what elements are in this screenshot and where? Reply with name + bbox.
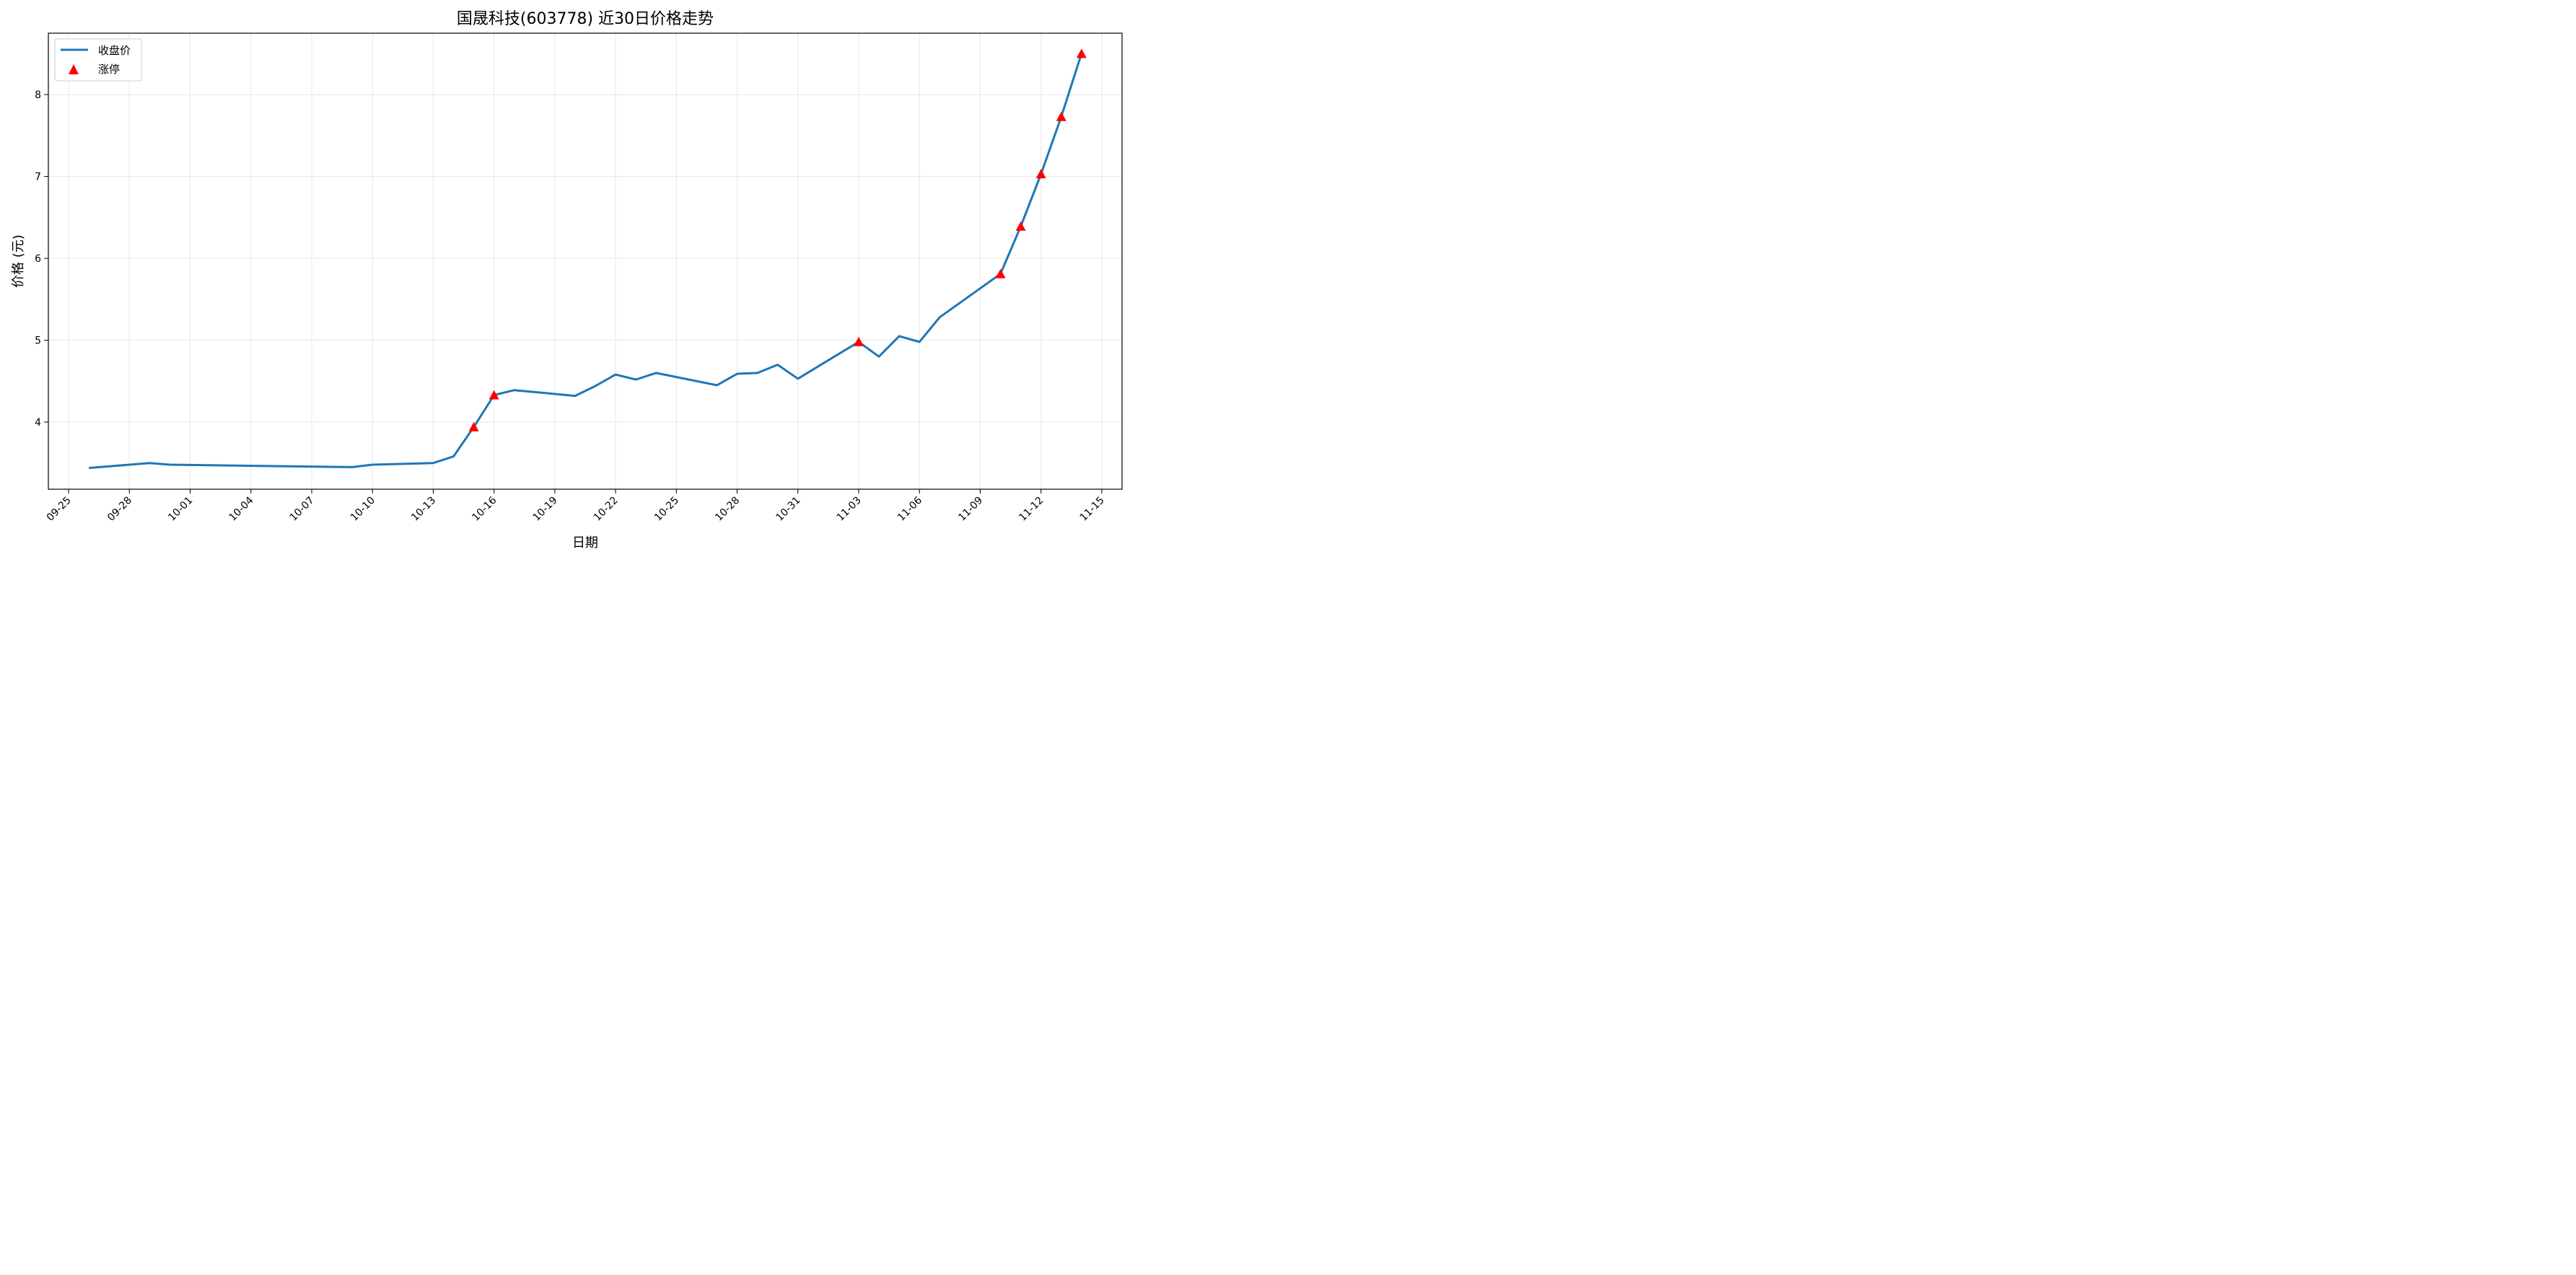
limit-up-markers bbox=[468, 48, 1087, 431]
x-tick-label: 10-01 bbox=[166, 495, 195, 524]
limit-up-marker bbox=[854, 336, 864, 346]
y-tick-label: 8 bbox=[35, 89, 41, 101]
x-tick-label: 11-09 bbox=[956, 495, 985, 524]
x-tick-label: 11-03 bbox=[835, 495, 864, 524]
x-tick-label: 09-28 bbox=[105, 495, 134, 524]
x-tick-label: 10-04 bbox=[227, 494, 255, 523]
y-tick-label: 7 bbox=[35, 172, 41, 183]
limit-up-marker bbox=[1015, 221, 1026, 231]
limit-up-marker bbox=[468, 421, 479, 431]
limit-up-marker bbox=[995, 268, 1006, 279]
legend-label-limit-up: 涨停 bbox=[98, 63, 120, 76]
y-axis: 4 5 6 7 8 bbox=[35, 89, 48, 429]
x-tick-label: 10-19 bbox=[531, 495, 560, 524]
x-tick-label: 11-06 bbox=[895, 494, 924, 523]
legend-triangle-swatch bbox=[69, 64, 79, 74]
x-tick-label: 11-15 bbox=[1078, 495, 1107, 524]
series-layer bbox=[89, 53, 1083, 469]
x-axis-label: 日期 bbox=[572, 535, 598, 551]
limit-up-marker bbox=[1076, 48, 1087, 58]
x-axis: 09-25 09-28 10-01 10-04 10-07 10-10 10-13 10-16… bbox=[45, 489, 1107, 524]
legend-label-close: 收盘价 bbox=[98, 44, 131, 57]
x-tick-label: 10-13 bbox=[409, 495, 438, 524]
x-tick-label: 11-12 bbox=[1017, 495, 1046, 524]
x-tick-label: 09-25 bbox=[45, 495, 74, 524]
limit-up-marker bbox=[1056, 111, 1066, 121]
x-tick-label: 10-25 bbox=[652, 495, 681, 524]
chart-title: 国晟科技(603778) 近30日价格走势 bbox=[457, 10, 714, 28]
x-tick-label: 10-10 bbox=[349, 495, 377, 524]
x-tick-label: 10-22 bbox=[592, 495, 621, 524]
x-tick-label: 10-16 bbox=[470, 494, 499, 523]
x-tick-label: 10-31 bbox=[774, 495, 803, 524]
price-chart: 国晟科技(603778) 近30日价格走势 09-25 09-28 10-01 10-… bbox=[11, 10, 1123, 551]
x-tick-label: 10-07 bbox=[288, 495, 317, 524]
limit-up-marker bbox=[489, 390, 499, 400]
y-axis-label: 价格 (元) bbox=[11, 235, 26, 288]
y-tick-label: 5 bbox=[35, 335, 41, 346]
x-tick-label: 10-28 bbox=[713, 495, 742, 524]
plot-frame bbox=[48, 32, 1123, 490]
y-tick-label: 6 bbox=[35, 253, 41, 265]
limit-up-marker bbox=[1035, 169, 1046, 179]
close-price-line bbox=[89, 53, 1083, 469]
grid bbox=[48, 33, 1122, 489]
y-tick-label: 4 bbox=[35, 417, 41, 429]
legend: 收盘价 涨停 bbox=[54, 38, 142, 82]
